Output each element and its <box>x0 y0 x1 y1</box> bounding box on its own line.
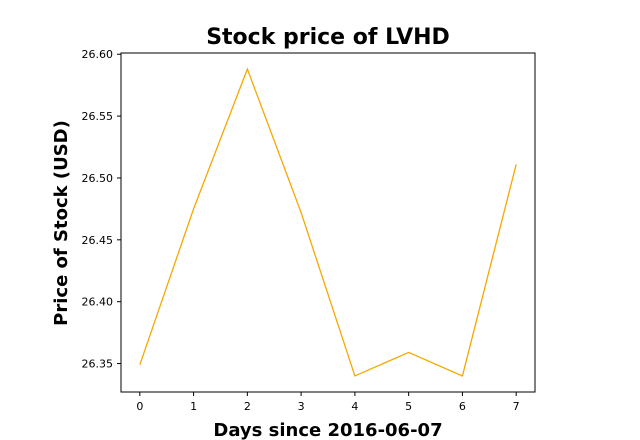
x-tick-label: 7 <box>513 400 520 413</box>
plot-area: 26.35 26.40 26.45 26.50 26.55 26.60 0 1 2 3 4 5 6 7 <box>82 48 536 413</box>
x-axis: 0 1 2 3 4 5 6 7 <box>136 392 520 413</box>
y-tick-label: 26.50 <box>82 172 114 185</box>
chart-title: Stock price of LVHD <box>206 25 450 50</box>
x-tick-label: 0 <box>136 400 143 413</box>
x-tick-label: 6 <box>459 400 466 413</box>
y-tick-label: 26.55 <box>82 110 114 123</box>
y-tick-label: 26.45 <box>82 234 114 247</box>
y-axis: 26.35 26.40 26.45 26.50 26.55 26.60 <box>82 48 121 371</box>
x-tick-label: 1 <box>190 400 197 413</box>
plot-frame <box>120 52 536 393</box>
x-tick-label: 4 <box>351 400 358 413</box>
y-tick-label: 26.35 <box>82 358 114 371</box>
series-line <box>139 67 517 377</box>
y-tick-label: 26.40 <box>82 296 114 309</box>
x-tick-label: 2 <box>244 400 251 413</box>
series-layer <box>139 67 517 377</box>
y-tick-label: 26.60 <box>82 48 114 61</box>
x-tick-label: 5 <box>405 400 412 413</box>
x-tick-label: 3 <box>298 400 305 413</box>
y-axis-label: Price of Stock (USD) <box>51 120 72 326</box>
x-axis-label: Days since 2016-06-07 <box>213 420 442 440</box>
